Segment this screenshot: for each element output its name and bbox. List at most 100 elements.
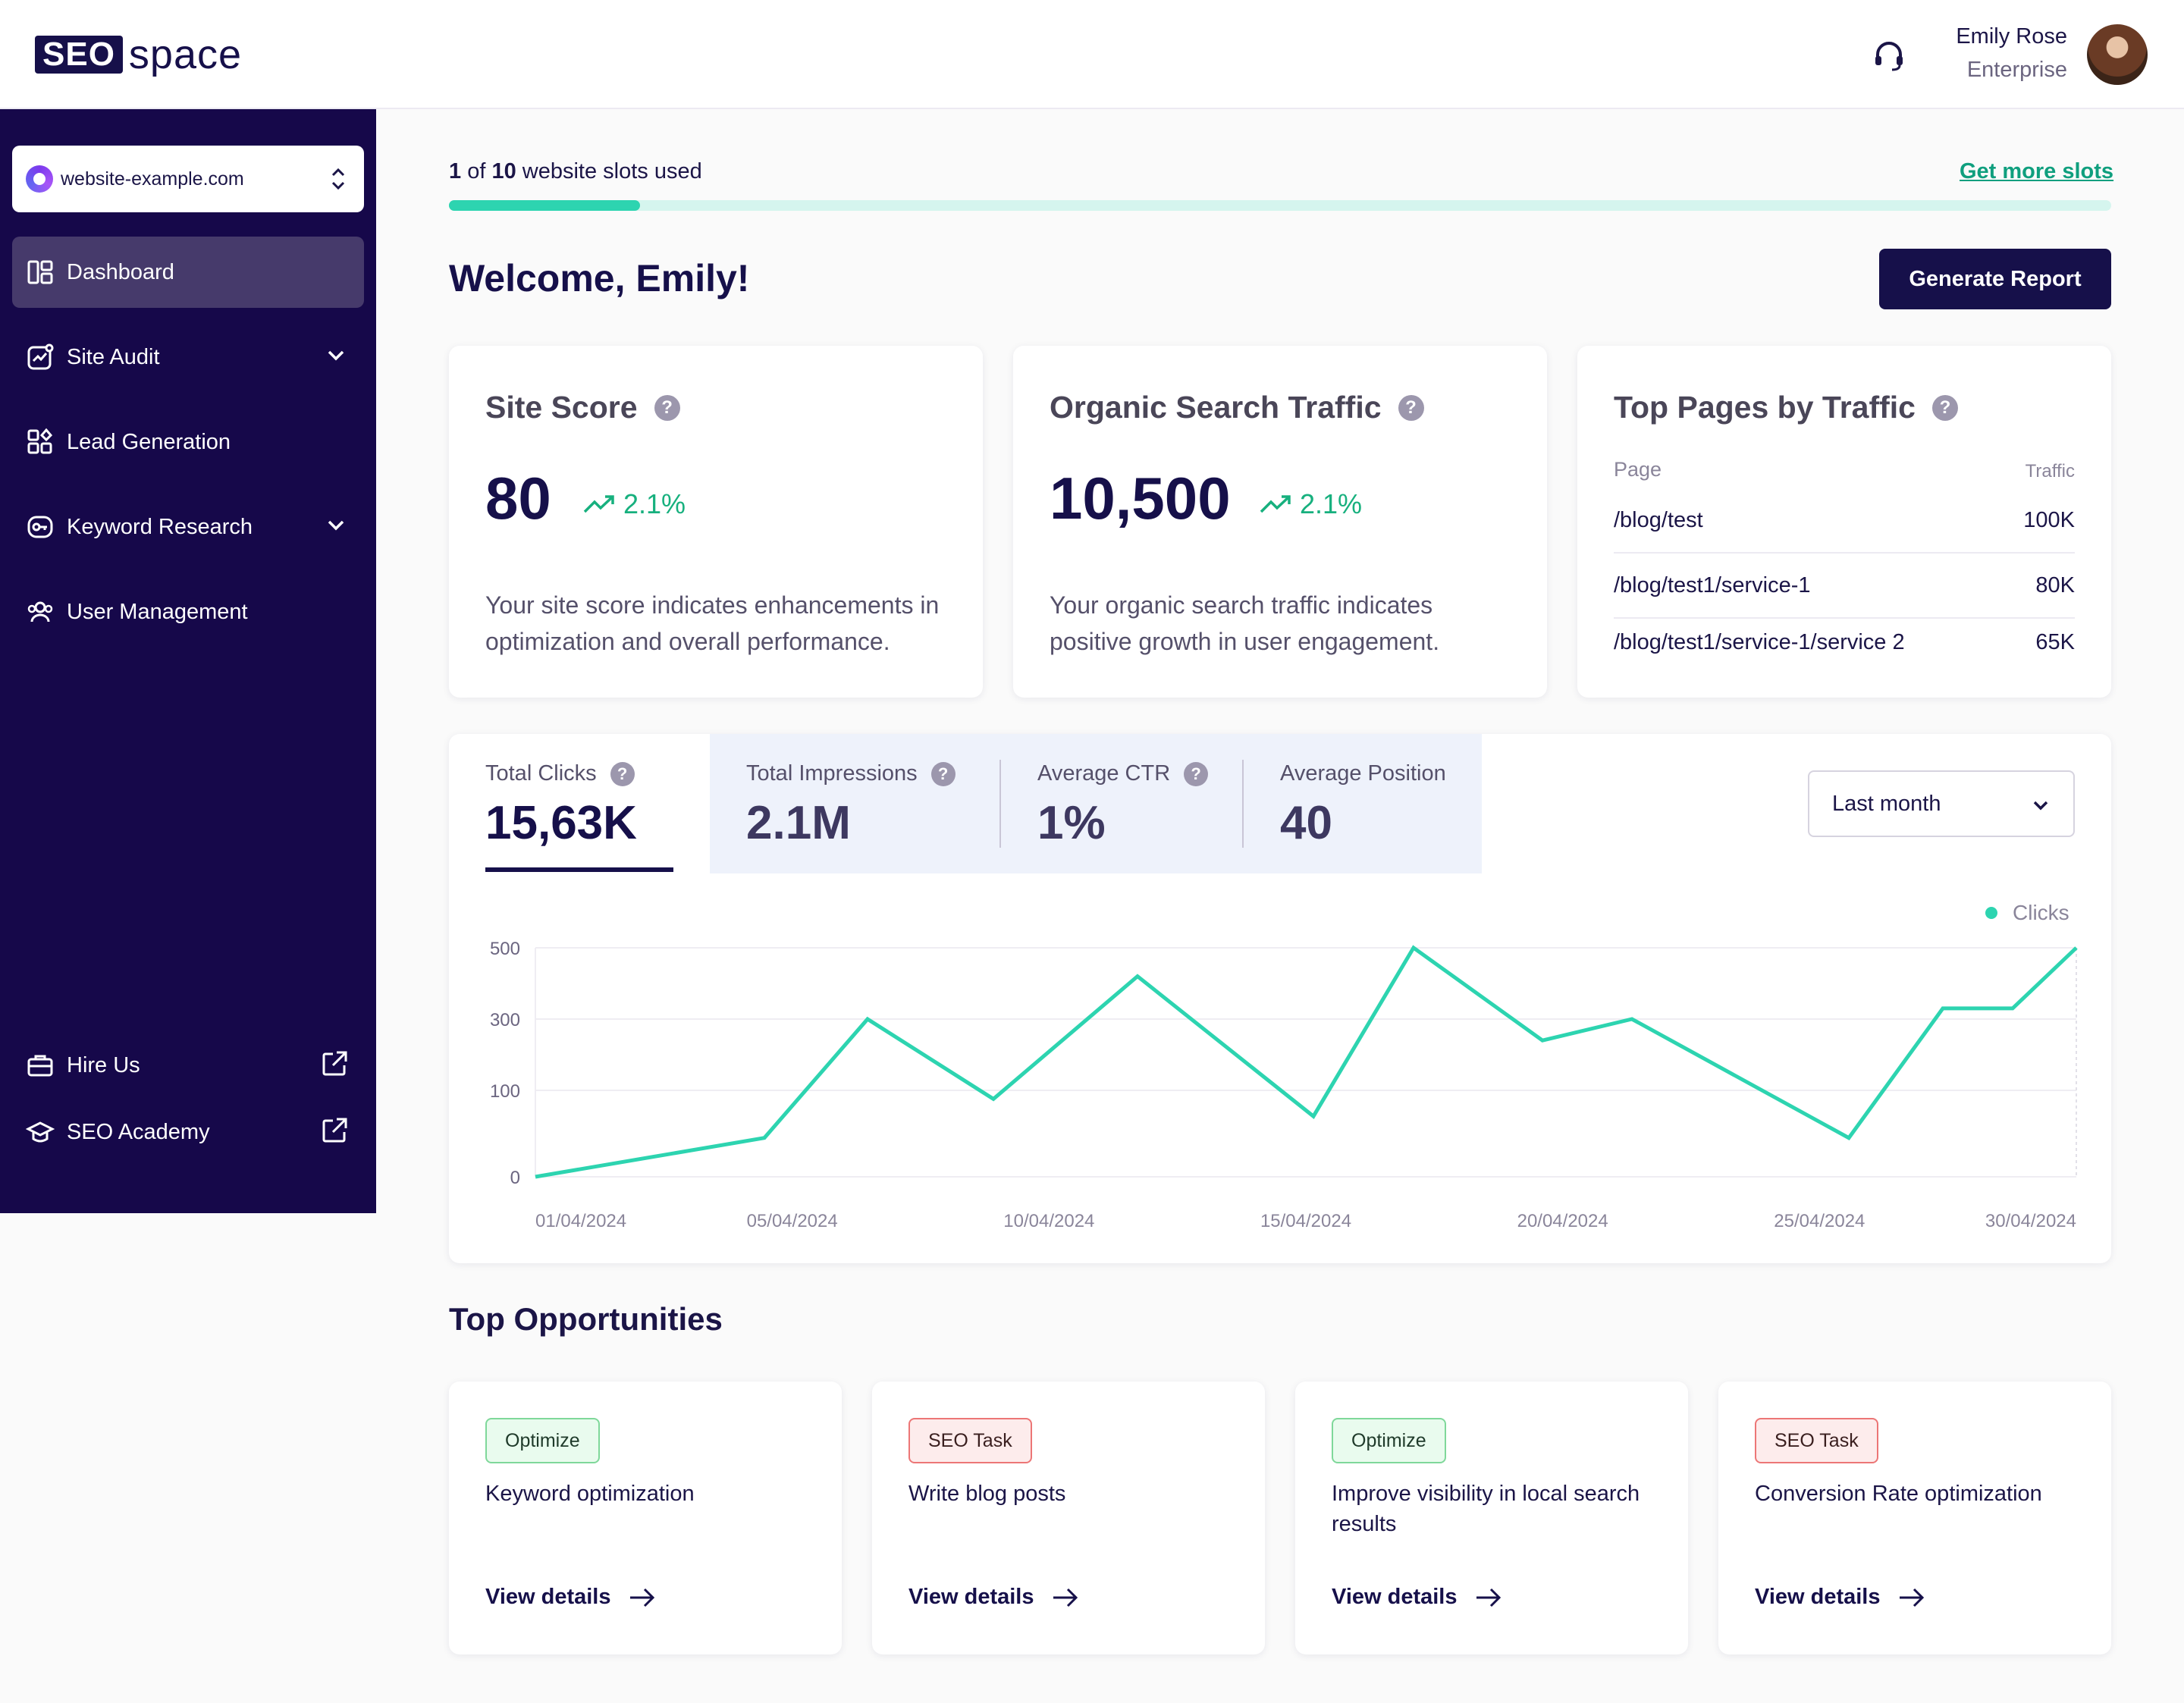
sidebar-item-lead-generation[interactable]: Lead Generation	[12, 406, 364, 478]
arrow-right-icon	[1476, 1588, 1501, 1607]
external-link-icon[interactable]	[320, 1116, 349, 1145]
organic-traffic-description: Your organic search traffic indicates po…	[1050, 591, 1440, 655]
organic-traffic-trend: 2.1%	[1259, 488, 1362, 520]
view-details-link[interactable]: View details	[1332, 1585, 1503, 1610]
table-row[interactable]: /blog/test 100K	[1614, 488, 2075, 554]
page-title: Welcome, Emily!	[449, 257, 750, 300]
y-tick-label: 0	[510, 1168, 520, 1188]
page-traffic: 100K	[2023, 507, 2075, 532]
metric-tab-total-impressions[interactable]: Total Impressions ? 2.1M	[710, 734, 1001, 873]
logo-space-text: space	[128, 32, 243, 77]
metrics-inactive-panel	[710, 734, 1482, 873]
sidebar-item-dashboard[interactable]: Dashboard	[12, 237, 364, 308]
period-select[interactable]: Last month	[1808, 770, 2075, 837]
keyword-research-icon	[27, 516, 53, 538]
table-row[interactable]: /blog/test1/service-1 80K	[1614, 554, 2075, 619]
help-icon[interactable]: ?	[930, 761, 956, 786]
site-score-description: Your site score indicates enhancements i…	[485, 591, 940, 655]
sidebar-item-seo-academy[interactable]: SEO Academy	[12, 1096, 364, 1168]
view-details-label: View details	[908, 1585, 1034, 1609]
card-title: Organic Search Traffic ?	[1050, 390, 1424, 425]
legend-dot	[1985, 907, 1997, 919]
sidebar-item-hire-us[interactable]: Hire Us	[12, 1030, 364, 1101]
arrow-right-icon	[629, 1588, 654, 1607]
page-path: /blog/test1/service-1	[1614, 572, 1811, 597]
metric-value: 15,63K	[485, 797, 637, 849]
column-header-page: Page	[1614, 458, 1662, 481]
slots-of: of	[467, 159, 486, 183]
opportunity-card[interactable]: Optimize Improve visibility in local sea…	[1295, 1382, 1688, 1654]
x-tick-label: 25/04/2024	[1774, 1211, 1865, 1231]
avatar[interactable]	[2087, 24, 2148, 85]
site-score-card: Site Score ? 80 2.1% Your site score ind…	[449, 346, 983, 698]
help-icon[interactable]: ?	[1931, 394, 1958, 421]
chevron-down-icon	[2033, 801, 2048, 811]
metric-value: 1%	[1037, 797, 1106, 849]
sidebar: website-example.com Dashboard Site Audit	[0, 109, 376, 1213]
help-icon[interactable]: ?	[1398, 394, 1424, 421]
y-tick-label: 300	[490, 1010, 520, 1030]
chevron-down-icon[interactable]	[323, 343, 349, 369]
sidebar-item-keyword-research[interactable]: Keyword Research	[12, 491, 364, 563]
view-details-link[interactable]: View details	[908, 1585, 1080, 1610]
logo-seo-text: SEO	[42, 36, 115, 73]
metric-label: Average Position	[1280, 761, 1446, 786]
opportunity-card[interactable]: Optimize Keyword optimization View detai…	[449, 1382, 842, 1654]
x-tick-label: 01/04/2024	[535, 1211, 626, 1231]
sidebar-item-site-audit[interactable]: Site Audit	[12, 321, 364, 393]
get-more-slots-link[interactable]: Get more slots	[1960, 159, 2114, 183]
opportunity-card[interactable]: SEO Task Conversion Rate optimization Vi…	[1718, 1382, 2111, 1654]
user-plan: Enterprise	[1966, 58, 2067, 82]
top-opportunities-title: Top Opportunities	[449, 1301, 723, 1337]
sidebar-item-label: Hire Us	[67, 1052, 140, 1077]
site-score-trend: 2.1%	[582, 488, 686, 520]
chevron-down-icon[interactable]	[323, 513, 349, 538]
y-tick-label: 100	[490, 1081, 520, 1102]
metric-tab-total-clicks[interactable]: Total Clicks ? 15,63K	[449, 734, 710, 873]
view-details-link[interactable]: View details	[1755, 1585, 1926, 1610]
slots-used: 1	[449, 159, 462, 183]
help-icon[interactable]: ?	[1184, 761, 1209, 786]
table-row[interactable]: /blog/test1/service-1/service 2 65K	[1614, 613, 2075, 672]
metric-label-text: Average Position	[1280, 761, 1446, 786]
metric-tab-average-position[interactable]: Average Position 40	[1244, 734, 1482, 873]
headset-icon[interactable]	[1870, 36, 1908, 74]
sidebar-item-label: Dashboard	[67, 259, 174, 284]
app-logo[interactable]: SEO space	[35, 32, 243, 77]
metric-tab-average-ctr[interactable]: Average CTR ? 1%	[1001, 734, 1244, 873]
website-selector[interactable]: website-example.com	[12, 146, 364, 212]
generate-report-button[interactable]: Generate Report	[1879, 249, 2111, 309]
card-title: Site Score ?	[485, 390, 680, 425]
help-icon[interactable]: ?	[654, 394, 680, 421]
view-details-label: View details	[485, 1585, 611, 1609]
sidebar-item-label: Keyword Research	[67, 514, 253, 539]
sidebar-item-user-management[interactable]: User Management	[12, 576, 364, 648]
help-icon[interactable]: ?	[610, 761, 635, 786]
dashboard-icon	[27, 260, 53, 284]
organic-traffic-value: 10,500	[1050, 465, 1231, 532]
opportunity-text: Write blog posts	[908, 1482, 1066, 1506]
page-traffic: 65K	[2035, 629, 2075, 654]
external-link-icon[interactable]	[320, 1049, 349, 1078]
y-tick-label: 500	[490, 939, 520, 959]
lead-generation-icon	[27, 428, 53, 454]
trend-value: 2.1%	[1300, 488, 1363, 519]
sidebar-item-label: User Management	[67, 599, 248, 624]
trending-up-icon	[583, 495, 614, 513]
metric-label-text: Total Clicks	[485, 761, 597, 786]
site-score-value: 80	[485, 465, 551, 532]
opportunity-card[interactable]: SEO Task Write blog posts View details	[872, 1382, 1265, 1654]
page-traffic: 80K	[2035, 572, 2075, 597]
user-name: Emily Rose	[1956, 24, 2067, 49]
metric-value: 2.1M	[746, 797, 851, 849]
view-details-link[interactable]: View details	[485, 1585, 657, 1610]
performance-chart-card: Total Clicks ? 15,63K Total Impressions …	[449, 734, 2111, 1263]
arrow-right-icon	[1053, 1588, 1078, 1607]
x-tick-label: 30/04/2024	[1985, 1211, 2076, 1231]
clicks-series-line	[535, 945, 2078, 1179]
slots-progress-bar	[449, 200, 2111, 211]
website-name: website-example.com	[61, 168, 244, 190]
slots-usage-text: 1 of 10 website slots used	[449, 159, 702, 184]
top-header: SEO space Emily Rose Enterprise	[0, 0, 2184, 109]
arrow-right-icon	[1899, 1588, 1924, 1607]
